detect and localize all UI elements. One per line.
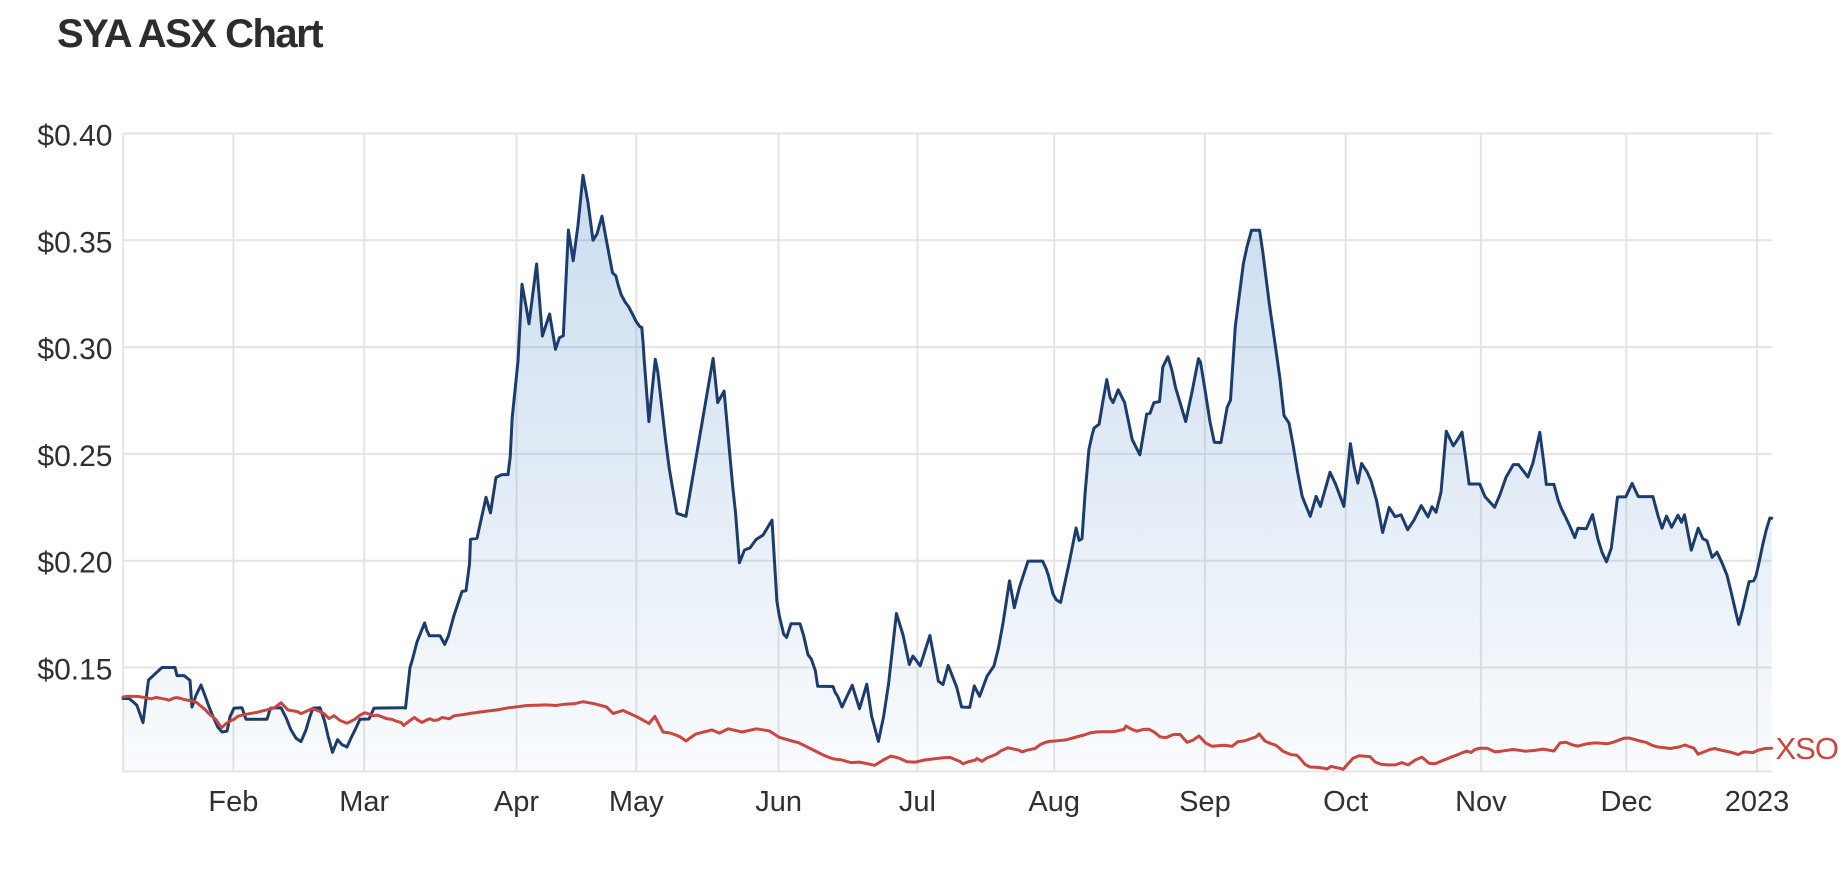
svg-text:$0.35: $0.35: [37, 226, 112, 259]
svg-text:$0.30: $0.30: [37, 333, 112, 366]
svg-text:Oct: Oct: [1323, 786, 1368, 818]
svg-text:Jul: Jul: [899, 786, 936, 818]
svg-text:$0.15: $0.15: [37, 654, 112, 687]
svg-text:Sep: Sep: [1179, 786, 1231, 818]
svg-text:Nov: Nov: [1455, 786, 1507, 818]
svg-text:Aug: Aug: [1028, 786, 1080, 818]
svg-text:Apr: Apr: [494, 786, 539, 818]
svg-text:2023: 2023: [1725, 786, 1790, 818]
svg-text:Jun: Jun: [755, 786, 802, 818]
svg-text:$0.20: $0.20: [37, 547, 112, 580]
svg-text:SYA ASX Chart: SYA ASX Chart: [57, 12, 323, 56]
svg-text:Dec: Dec: [1601, 786, 1653, 818]
svg-text:Feb: Feb: [208, 786, 258, 818]
svg-text:XSO: XSO: [1776, 731, 1838, 766]
svg-text:$0.25: $0.25: [37, 440, 112, 473]
svg-text:Mar: Mar: [339, 786, 389, 818]
svg-text:May: May: [609, 786, 664, 818]
svg-text:$0.40: $0.40: [37, 120, 112, 153]
